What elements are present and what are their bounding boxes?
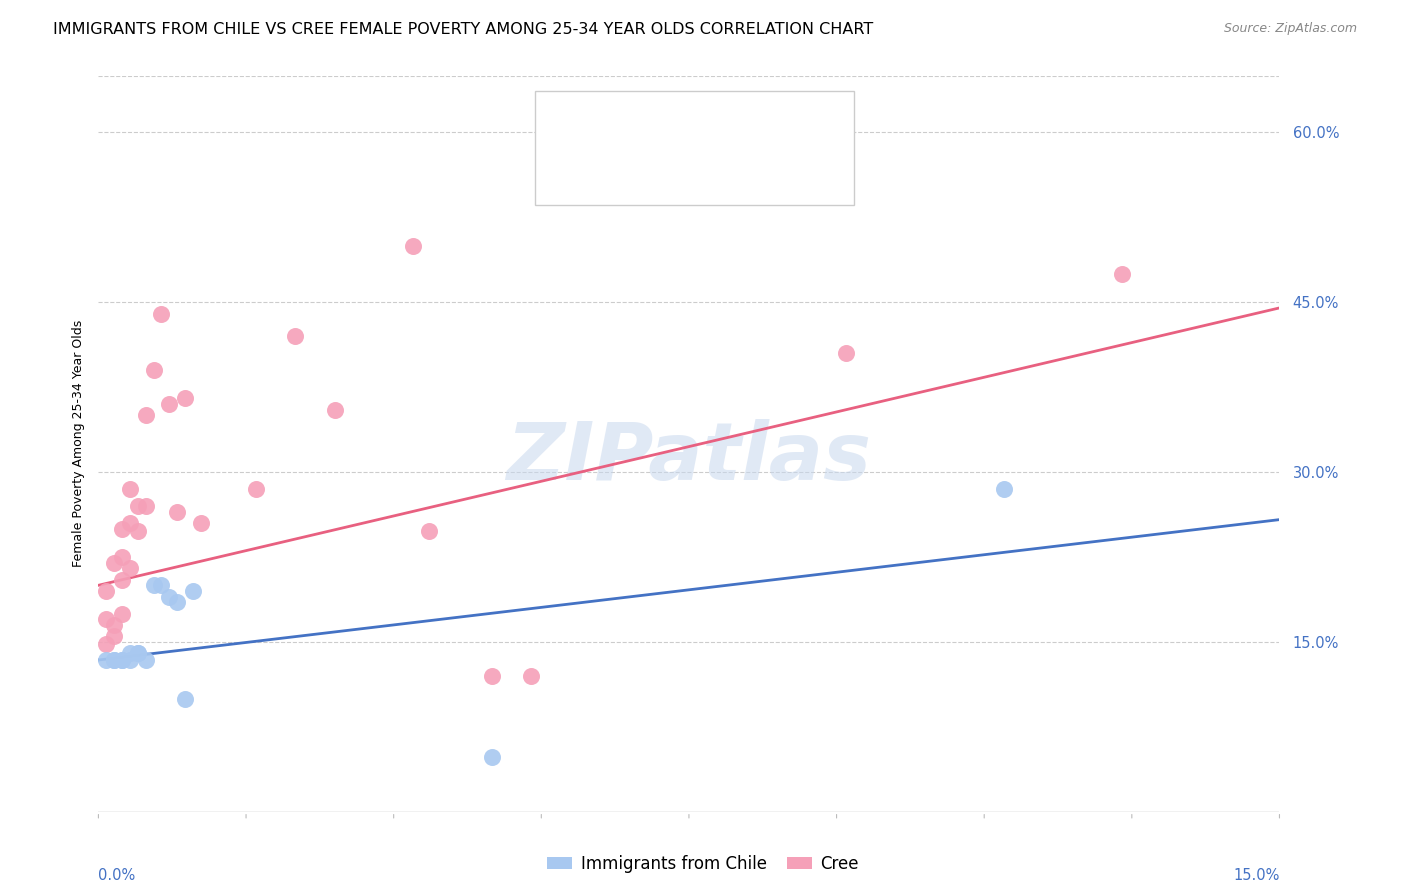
Text: 15.0%: 15.0%: [1233, 868, 1279, 883]
Point: [166, 505, 188, 519]
Point: [157, 397, 180, 411]
Point: [96, 653, 118, 667]
Text: IMMIGRANTS FROM CHILE VS CREE FEMALE POVERTY AMONG 25-34 YEAR OLDS CORRELATION C: IMMIGRANTS FROM CHILE VS CREE FEMALE POV…: [53, 22, 873, 37]
Point: [111, 653, 134, 667]
Point: [103, 653, 125, 667]
Legend: R = 0.337   N = 18, R = 0.382   N = 32: R = 0.337 N = 18, R = 0.382 N = 32: [555, 106, 765, 164]
Point: [174, 691, 197, 706]
Point: [111, 522, 134, 536]
Point: [127, 646, 149, 660]
Point: [481, 669, 503, 683]
Point: [284, 329, 307, 343]
Point: [481, 750, 503, 764]
Point: [96, 584, 118, 599]
Point: [111, 607, 134, 621]
Point: [993, 482, 1015, 496]
Text: ZIPatlas: ZIPatlas: [506, 419, 872, 498]
Point: [835, 346, 858, 360]
Point: [1111, 267, 1133, 281]
Point: [96, 612, 118, 626]
Point: [103, 653, 125, 667]
Point: [135, 499, 157, 513]
Point: [127, 499, 149, 513]
Point: [111, 549, 134, 564]
Point: [150, 307, 173, 321]
Point: [118, 482, 141, 496]
Legend: Immigrants from Chile, Cree: Immigrants from Chile, Cree: [541, 848, 865, 880]
Point: [111, 653, 134, 667]
Point: [127, 646, 149, 660]
FancyBboxPatch shape: [536, 90, 855, 204]
Point: [96, 637, 118, 651]
Point: [418, 524, 440, 538]
Point: [245, 482, 267, 496]
Point: [166, 595, 188, 609]
Point: [190, 516, 212, 530]
Point: [181, 584, 204, 599]
Point: [103, 629, 125, 643]
Point: [111, 573, 134, 587]
Point: [142, 363, 165, 377]
Point: [103, 618, 125, 632]
Point: [118, 653, 141, 667]
Point: [118, 646, 141, 660]
Point: [520, 669, 543, 683]
Point: [135, 409, 157, 423]
Point: [103, 556, 125, 570]
Point: [150, 578, 173, 592]
Point: [127, 524, 149, 538]
Text: Source: ZipAtlas.com: Source: ZipAtlas.com: [1223, 22, 1357, 36]
Text: 0.0%: 0.0%: [98, 868, 135, 883]
Point: [402, 238, 425, 252]
Point: [118, 561, 141, 575]
Point: [323, 402, 346, 417]
Point: [142, 578, 165, 592]
Point: [157, 590, 180, 604]
Point: [135, 653, 157, 667]
Point: [174, 392, 197, 406]
Point: [118, 516, 141, 530]
Y-axis label: Female Poverty Among 25-34 Year Olds: Female Poverty Among 25-34 Year Olds: [72, 320, 84, 567]
